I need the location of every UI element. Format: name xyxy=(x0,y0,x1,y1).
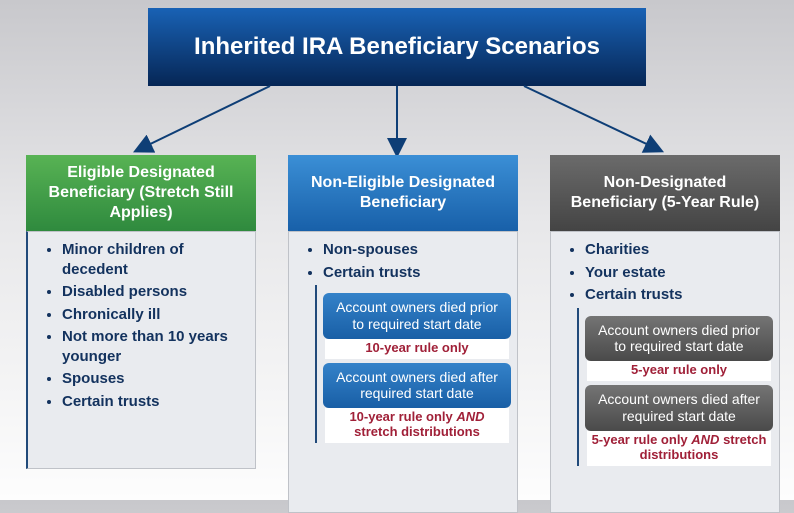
column-header: Non-Eligible Designated Beneficiary xyxy=(288,155,518,231)
column-eligible-designated: Eligible Designated Beneficiary (Stretch… xyxy=(26,155,256,469)
column-non-designated: Non-Designated Beneficiary (5-Year Rule)… xyxy=(550,155,780,513)
bullet-list: Charities Your estate Certain trusts xyxy=(563,240,773,305)
diagram-title: Inherited IRA Beneficiary Scenarios xyxy=(148,8,646,86)
list-item: Not more than 10 years younger xyxy=(62,327,249,366)
sub-scenario: Account owners died prior to required st… xyxy=(323,293,511,359)
column-body: Minor children of decedent Disabled pers… xyxy=(26,231,256,469)
sub-scenario: Account owners died after required start… xyxy=(323,363,511,443)
list-item: Charities xyxy=(585,240,773,260)
sub-header: Account owners died prior to required st… xyxy=(323,293,511,339)
sub-rule: 5-year rule only AND stretch distributio… xyxy=(587,431,771,466)
column-header: Non-Designated Beneficiary (5-Year Rule) xyxy=(550,155,780,231)
sub-rule: 10-year rule only xyxy=(325,339,509,359)
sub-rule: 10-year rule only AND stretch distributi… xyxy=(325,408,509,443)
list-item: Certain trusts xyxy=(585,285,773,305)
sub-header: Account owners died after required start… xyxy=(585,385,773,431)
sub-scenarios: Account owners died prior to required st… xyxy=(577,314,773,466)
list-item: Your estate xyxy=(585,263,773,283)
column-non-eligible-designated: Non-Eligible Designated Beneficiary Non-… xyxy=(288,155,518,513)
bullet-list: Minor children of decedent Disabled pers… xyxy=(40,240,249,411)
sub-scenarios: Account owners died prior to required st… xyxy=(315,291,511,443)
list-item: Spouses xyxy=(62,369,249,389)
column-body: Charities Your estate Certain trusts Acc… xyxy=(550,231,780,513)
sub-header: Account owners died prior to required st… xyxy=(585,316,773,362)
sub-scenario: Account owners died after required start… xyxy=(585,385,773,465)
list-item: Certain trusts xyxy=(323,263,511,283)
list-item: Non-spouses xyxy=(323,240,511,260)
list-item: Certain trusts xyxy=(62,392,249,412)
list-item: Disabled persons xyxy=(62,282,249,302)
sub-header: Account owners died after required start… xyxy=(323,363,511,409)
list-item: Minor children of decedent xyxy=(62,240,249,279)
sub-rule: 5-year rule only xyxy=(587,361,771,381)
column-body: Non-spouses Certain trusts Account owner… xyxy=(288,231,518,513)
list-item: Chronically ill xyxy=(62,305,249,325)
bullet-list: Non-spouses Certain trusts xyxy=(301,240,511,282)
column-header: Eligible Designated Beneficiary (Stretch… xyxy=(26,155,256,231)
sub-scenario: Account owners died prior to required st… xyxy=(585,316,773,382)
